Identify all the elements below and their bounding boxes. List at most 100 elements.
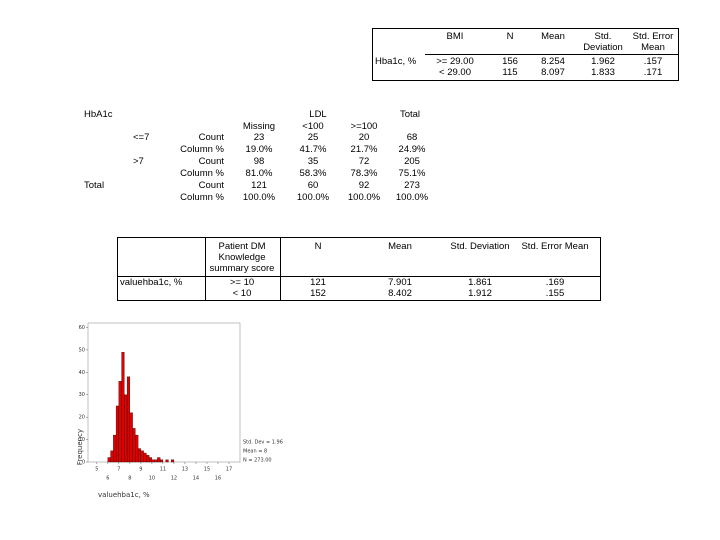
column-header: Std. Error Mean — [632, 31, 674, 53]
bar — [154, 459, 158, 463]
x-tick-label: 13 — [182, 467, 188, 473]
table-cell: 115 — [502, 67, 518, 78]
table-cell: 1.861 — [468, 277, 492, 288]
x-tick-label: 11 — [160, 467, 166, 473]
bar — [135, 434, 139, 463]
y-tick-label: 0 — [82, 460, 85, 466]
bar — [113, 434, 117, 463]
bar — [126, 376, 131, 463]
column-header: Std. Deviation — [583, 31, 623, 53]
table-cell: 121 — [251, 180, 267, 191]
column-variable: LDL — [309, 109, 327, 120]
table-cell: 1.912 — [468, 288, 492, 299]
column-header: Total — [399, 109, 421, 120]
x-tick-label: 7 — [117, 467, 120, 473]
row-variable: HbA1c — [84, 109, 113, 120]
table-cell: 92 — [358, 180, 370, 191]
y-tick-label: 60 — [79, 325, 85, 331]
table-cell: .157 — [643, 56, 663, 67]
column-header: Std. Error Mean — [521, 241, 589, 252]
y-tick-label: 40 — [79, 370, 85, 376]
row-label: valuehba1c, % — [120, 277, 183, 288]
bar — [137, 448, 142, 463]
bar — [148, 457, 153, 463]
table-cell: 7.901 — [388, 277, 412, 288]
row-label: Hba1c, % — [375, 56, 417, 67]
annotation: N = 273.00 — [243, 458, 272, 464]
table-cell: 20 — [358, 132, 370, 143]
annotation: Mean = 8 — [243, 449, 267, 455]
table-cell: 25 — [307, 132, 319, 143]
bar — [157, 457, 161, 463]
plot-frame — [87, 322, 241, 463]
row-group: < 10 — [232, 288, 252, 299]
table-cell: 100.0% — [395, 192, 429, 203]
column-header: BMI — [446, 31, 464, 42]
rule — [425, 54, 679, 55]
column-header: Patient DM Knowledge summary score — [209, 241, 275, 274]
x-tick-label: 5 — [95, 467, 98, 473]
x-tick-label: 12 — [171, 476, 177, 482]
table-cell: 21.7% — [350, 144, 378, 155]
bar — [110, 450, 114, 463]
annotation: Std. Dev = 1.96 — [243, 440, 283, 446]
table-cell: 1.962 — [591, 56, 615, 67]
row-group: >7 — [133, 156, 144, 167]
table-cell: 24.9% — [398, 144, 426, 155]
x-tick-label: 16 — [215, 476, 221, 482]
column-header: N — [506, 31, 514, 42]
bar — [107, 457, 111, 463]
table-border — [117, 237, 601, 301]
x-tick-label: 10 — [149, 476, 155, 482]
rule — [117, 276, 601, 277]
table-cell: 75.1% — [398, 168, 426, 179]
x-tick-label: 6 — [106, 476, 109, 482]
table-cell: 273 — [404, 180, 420, 191]
bar — [124, 394, 128, 463]
y-tick-label: 10 — [79, 437, 85, 443]
table-cell: 19.0% — [245, 144, 273, 155]
column-header: Missing — [242, 121, 276, 132]
table-cell: 60 — [307, 180, 319, 191]
table-cell: 23 — [253, 132, 265, 143]
table-cell: 205 — [404, 156, 420, 167]
table-cell: 58.3% — [299, 168, 327, 179]
bar — [171, 459, 175, 463]
row-group: < 29.00 — [439, 67, 471, 78]
x-tick-label: 9 — [139, 467, 142, 473]
stat-label: Column % — [180, 168, 224, 179]
column-header: Mean — [541, 31, 565, 42]
bar — [132, 428, 136, 463]
row-group: <=7 — [133, 132, 150, 143]
stat-label: Count — [198, 132, 224, 143]
stat-label: Column % — [180, 144, 224, 155]
table-cell: .155 — [545, 288, 565, 299]
row-group: Total — [84, 180, 105, 191]
bar — [129, 412, 133, 463]
table-cell: 8.254 — [541, 56, 565, 67]
stat-label: Count — [198, 180, 224, 191]
bar — [146, 455, 150, 463]
row-group: >= 10 — [229, 277, 255, 288]
bar — [165, 459, 169, 463]
column-header: Mean — [388, 241, 412, 252]
table-cell: 8.097 — [541, 67, 565, 78]
column-header: N — [314, 241, 322, 252]
table-cell: 72 — [358, 156, 370, 167]
table-cell: 78.3% — [350, 168, 378, 179]
table-cell: 98 — [253, 156, 265, 167]
bar — [121, 351, 125, 463]
table-cell: 100.0% — [296, 192, 330, 203]
table-cell: 35 — [307, 156, 319, 167]
table-cell: 68 — [406, 132, 418, 143]
table-cell: 100.0% — [242, 192, 276, 203]
bar — [115, 405, 119, 463]
x-tick-label: 14 — [193, 476, 199, 482]
table-cell: 81.0% — [245, 168, 273, 179]
stat-label: Count — [198, 156, 224, 167]
x-axis-label: valuehba1c, % — [98, 491, 150, 499]
table-cell: 1.833 — [591, 67, 615, 78]
table-cell: 41.7% — [299, 144, 327, 155]
y-axis-label: Frequency — [76, 429, 84, 465]
